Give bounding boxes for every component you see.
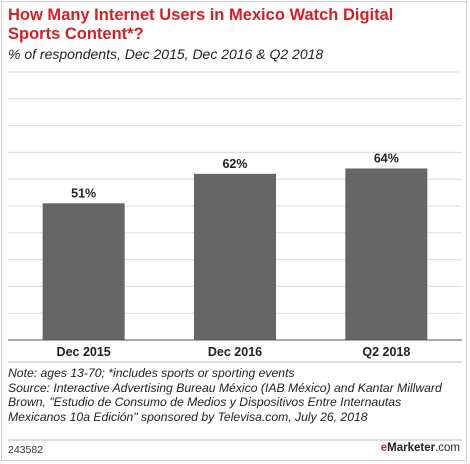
chart-subtitle: % of respondents, Dec 2015, Dec 2016 & Q…	[8, 46, 324, 62]
data-label: 62%	[222, 157, 247, 171]
data-label: 51%	[71, 186, 96, 200]
brand-suffix: .com	[435, 442, 460, 454]
note-text: Note: ages 13-70; *includes sports or sp…	[8, 366, 295, 380]
source-text: Source: Interactive Advertising Bureau M…	[8, 380, 442, 424]
x-tick-label: Dec 2016	[208, 345, 262, 359]
x-tick-label: Q2 2018	[362, 345, 410, 359]
brand-e: e	[380, 442, 388, 454]
brand-name: Marketer	[387, 442, 436, 454]
bar	[194, 173, 276, 340]
chart-notes: Note: ages 13-70; *includes sports or sp…	[8, 366, 460, 424]
chart-id: 243582	[8, 444, 44, 456]
chart-title: How Many Internet Users in Mexico Watch …	[8, 6, 394, 43]
bar	[345, 168, 428, 340]
bar	[42, 203, 125, 340]
emarketer-logo: eMarketer.com	[381, 442, 460, 454]
x-tick-label: Dec 2015	[57, 345, 111, 359]
data-label: 64%	[374, 151, 399, 165]
